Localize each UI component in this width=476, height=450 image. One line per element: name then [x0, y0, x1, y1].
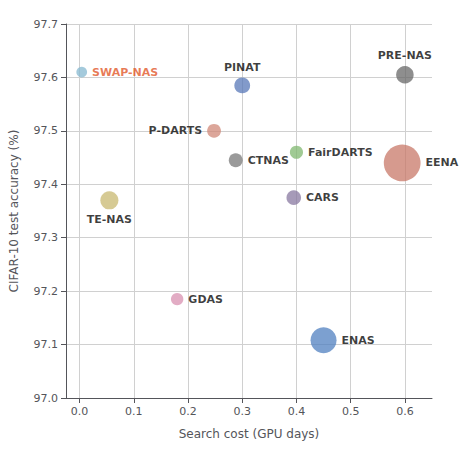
svg-text:PRE-NAS: PRE-NAS: [378, 49, 432, 62]
svg-text:CARS: CARS: [306, 191, 339, 204]
svg-text:SWAP-NAS: SWAP-NAS: [92, 66, 158, 79]
svg-text:0.3: 0.3: [233, 405, 251, 418]
svg-text:CTNAS: CTNAS: [248, 154, 289, 167]
svg-text:ENAS: ENAS: [342, 334, 375, 347]
svg-text:EENA: EENA: [426, 156, 459, 169]
svg-text:97.5: 97.5: [34, 124, 59, 137]
svg-text:P-DARTS: P-DARTS: [149, 124, 203, 137]
svg-text:0.2: 0.2: [179, 405, 197, 418]
svg-text:0.0: 0.0: [71, 405, 89, 418]
svg-text:TE-NAS: TE-NAS: [87, 213, 132, 226]
svg-text:GDAS: GDAS: [188, 293, 223, 306]
svg-text:97.1: 97.1: [34, 338, 59, 351]
svg-text:97.3: 97.3: [34, 231, 59, 244]
svg-text:0.1: 0.1: [125, 405, 143, 418]
svg-text:PINAT: PINAT: [224, 61, 261, 74]
svg-text:0.6: 0.6: [396, 405, 414, 418]
svg-text:0.5: 0.5: [342, 405, 360, 418]
svg-text:0.4: 0.4: [288, 405, 306, 418]
svg-text:97.0: 97.0: [34, 392, 59, 405]
svg-text:97.7: 97.7: [34, 18, 59, 31]
svg-text:97.4: 97.4: [34, 178, 59, 191]
svg-text:CIFAR-10 test accuracy (%): CIFAR-10 test accuracy (%): [7, 130, 21, 293]
svg-text:97.6: 97.6: [34, 71, 59, 84]
svg-text:FairDARTS: FairDARTS: [308, 146, 373, 159]
svg-text:97.2: 97.2: [34, 285, 59, 298]
svg-text:Search cost (GPU days): Search cost (GPU days): [179, 427, 320, 441]
